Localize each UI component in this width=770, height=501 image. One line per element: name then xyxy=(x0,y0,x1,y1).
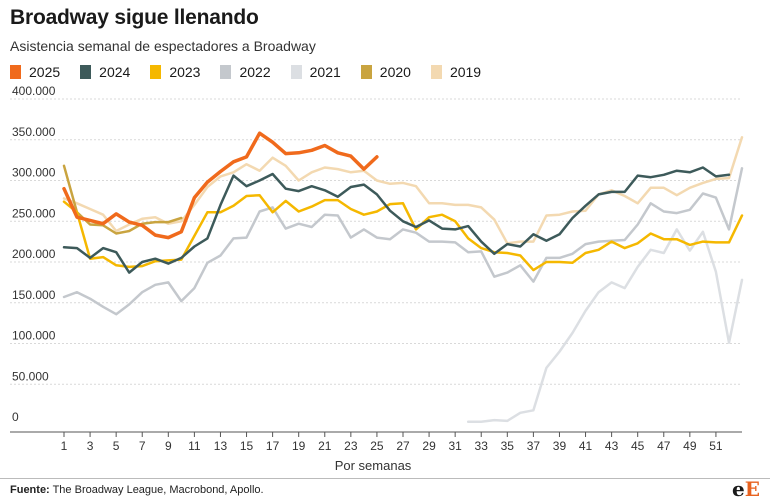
legend-item-2022: 2022 xyxy=(220,64,271,80)
legend-label: 2020 xyxy=(379,64,411,80)
x-tick-label: 35 xyxy=(501,439,515,453)
chart-subtitle: Asistencia semanal de espectadores a Bro… xyxy=(10,38,316,54)
y-tick-label: 200.000 xyxy=(12,247,56,261)
x-tick-label: 49 xyxy=(683,439,697,453)
x-tick-label: 27 xyxy=(396,439,410,453)
x-tick-label: 7 xyxy=(139,439,146,453)
series-line-2020 xyxy=(62,164,183,235)
legend-label: 2024 xyxy=(99,64,131,80)
x-tick-label: 31 xyxy=(448,439,462,453)
series-line-2025 xyxy=(62,131,379,240)
legend-swatch xyxy=(360,65,372,79)
x-tick-label: 11 xyxy=(188,439,201,453)
y-tick-label: 350.000 xyxy=(12,125,56,139)
legend-label: 2021 xyxy=(309,64,341,80)
source-note: Fuente: The Broadway League, Macrobond, … xyxy=(10,484,264,496)
legend-label: 2025 xyxy=(29,64,61,80)
source-text: The Broadway League, Macrobond, Apollo. xyxy=(49,484,264,496)
x-tick-label: 5 xyxy=(113,439,120,453)
x-tick-label: 23 xyxy=(344,439,358,453)
x-tick-label: 29 xyxy=(422,439,436,453)
x-tick-label: 47 xyxy=(657,439,671,453)
chart-legend: 2025 2024 2023 2022 2021 2020 2019 xyxy=(10,62,501,82)
series-line-2021 xyxy=(466,228,744,423)
x-tick-label: 37 xyxy=(527,439,541,453)
x-tick-label: 33 xyxy=(475,439,489,453)
legend-label: 2023 xyxy=(169,64,201,80)
legend-item-2023: 2023 xyxy=(150,64,200,80)
x-tick-label: 15 xyxy=(240,439,254,453)
logo-letter-e: e xyxy=(732,477,745,501)
source-label: Fuente: xyxy=(10,484,50,496)
footer: Fuente: The Broadway League, Macrobond, … xyxy=(0,477,770,501)
series-line-2024 xyxy=(62,166,731,274)
series-line-2022 xyxy=(62,167,744,316)
legend-swatch xyxy=(430,65,442,79)
logo-letter-E: E xyxy=(744,477,760,501)
legend-swatch xyxy=(10,65,21,79)
y-tick-label: 150.000 xyxy=(12,288,56,302)
legend-item-2025: 2025 xyxy=(10,64,60,80)
x-tick-label: 3 xyxy=(87,439,94,453)
elconfidencial-logo: eE xyxy=(732,477,760,501)
line-chart: 0 50.000 100.000 150.000 200.000 250.000 300.0… xyxy=(10,84,744,473)
x-axis-label: Por semanas xyxy=(335,458,412,473)
x-tick-label: 39 xyxy=(553,439,567,453)
x-tick-label: 43 xyxy=(605,439,619,453)
series-line-2019 xyxy=(62,136,744,245)
y-tick-label: 250.000 xyxy=(12,206,56,220)
legend-item-2024: 2024 xyxy=(80,64,130,80)
legend-item-2021: 2021 xyxy=(290,64,341,80)
y-tick-label: 300.000 xyxy=(12,166,56,180)
legend-swatch xyxy=(150,65,162,79)
y-tick-label: 400.000 xyxy=(12,84,56,98)
x-tick-label: 19 xyxy=(292,439,306,453)
x-tick-label: 45 xyxy=(631,439,645,453)
y-tick-label: 50.000 xyxy=(12,369,49,383)
series-line-2023 xyxy=(62,193,744,272)
legend-label: 2022 xyxy=(239,64,271,80)
x-tick-label: 17 xyxy=(266,439,280,453)
legend-swatch xyxy=(80,65,92,79)
x-tick-label: 51 xyxy=(709,439,723,453)
y-tick-label: 100.000 xyxy=(12,329,56,343)
chart-title: Broadway sigue llenando xyxy=(10,6,259,29)
legend-item-2019: 2019 xyxy=(430,64,482,80)
legend-swatch xyxy=(290,65,302,79)
x-tick-label: 21 xyxy=(318,439,332,453)
x-tick-label: 41 xyxy=(579,439,593,453)
legend-label: 2019 xyxy=(449,64,482,80)
x-tick-label: 1 xyxy=(61,439,68,453)
legend-item-2020: 2020 xyxy=(360,64,411,80)
x-tick-label: 13 xyxy=(214,439,228,453)
legend-swatch xyxy=(220,65,232,79)
y-tick-label: 0 xyxy=(12,410,19,424)
x-tick-label: 9 xyxy=(165,439,172,453)
x-tick-label: 25 xyxy=(370,439,384,453)
